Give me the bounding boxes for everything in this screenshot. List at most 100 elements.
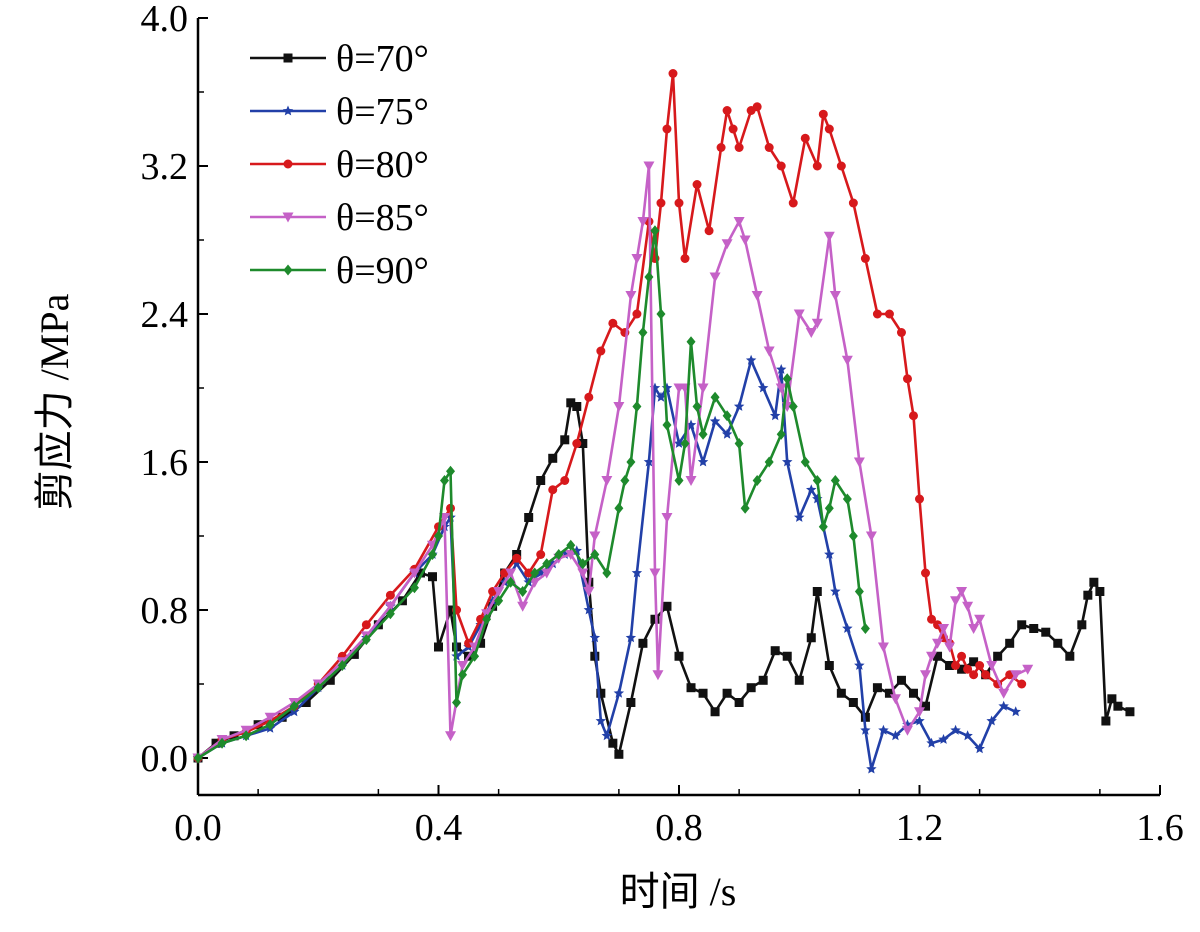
data-point bbox=[812, 161, 822, 171]
data-point bbox=[409, 582, 419, 594]
data-point bbox=[602, 567, 612, 579]
legend: θ=70° θ=75° θ=80° θ=85° θ=90° bbox=[250, 38, 429, 292]
data-point bbox=[920, 670, 932, 681]
data-point bbox=[866, 763, 877, 774]
data-point bbox=[1125, 707, 1135, 717]
data-point bbox=[932, 638, 944, 649]
y-tick-label: 4.0 bbox=[141, 0, 189, 40]
data-point bbox=[518, 586, 528, 597]
data-point bbox=[986, 661, 998, 671]
data-point bbox=[652, 670, 664, 681]
data-point bbox=[613, 402, 625, 412]
data-point bbox=[446, 605, 456, 615]
data-point bbox=[608, 738, 618, 748]
data-point bbox=[698, 428, 708, 440]
data-point bbox=[470, 650, 480, 662]
data-point bbox=[823, 231, 835, 242]
data-point bbox=[193, 752, 203, 764]
data-point bbox=[854, 586, 864, 597]
data-point bbox=[674, 651, 684, 661]
data-point bbox=[476, 638, 486, 648]
data-point bbox=[457, 661, 469, 671]
data-point bbox=[542, 558, 552, 570]
data-point bbox=[655, 391, 667, 402]
legend-item: θ=85° bbox=[250, 197, 429, 239]
data-point bbox=[824, 549, 835, 559]
data-point bbox=[848, 530, 858, 542]
data-point bbox=[661, 513, 673, 523]
data-point bbox=[962, 730, 973, 741]
data-point bbox=[578, 439, 588, 448]
data-point bbox=[536, 550, 546, 559]
data-point bbox=[728, 124, 738, 134]
data-point bbox=[626, 456, 636, 468]
data-point bbox=[673, 438, 685, 448]
y-tick-label: 1.6 bbox=[141, 442, 189, 484]
data-point bbox=[361, 620, 371, 630]
data-point bbox=[962, 601, 974, 612]
x-tick-label: 0.0 bbox=[174, 807, 222, 849]
data-point bbox=[758, 675, 768, 685]
y-axis-label: 剪应力 /MPa bbox=[32, 293, 77, 510]
data-point bbox=[590, 549, 600, 560]
data-point bbox=[824, 502, 834, 514]
series-line bbox=[197, 359, 1017, 771]
data-point bbox=[872, 309, 882, 319]
data-point bbox=[746, 683, 756, 693]
data-point bbox=[282, 105, 294, 116]
data-point bbox=[1017, 679, 1027, 689]
data-point bbox=[776, 364, 787, 374]
data-point bbox=[488, 601, 498, 611]
data-point bbox=[841, 355, 853, 366]
legend-label: θ=80° bbox=[336, 144, 429, 186]
data-point bbox=[998, 700, 1009, 711]
data-point bbox=[806, 484, 817, 495]
data-point bbox=[884, 688, 894, 698]
data-point bbox=[704, 226, 714, 236]
data-point bbox=[963, 664, 973, 674]
data-point bbox=[589, 632, 601, 643]
data-point bbox=[434, 530, 443, 542]
data-point bbox=[848, 698, 858, 707]
data-point bbox=[739, 235, 751, 246]
data-point bbox=[1053, 638, 1063, 648]
data-point bbox=[921, 701, 931, 711]
series-line bbox=[197, 72, 1023, 760]
data-point bbox=[325, 675, 335, 685]
data-point bbox=[812, 587, 822, 596]
data-point bbox=[643, 456, 655, 467]
data-point bbox=[830, 586, 841, 596]
data-point bbox=[1005, 638, 1015, 648]
data-point bbox=[782, 373, 792, 385]
data-point bbox=[697, 383, 709, 394]
data-point bbox=[446, 465, 456, 477]
data-point bbox=[890, 730, 901, 741]
data-point bbox=[740, 502, 750, 514]
data-point bbox=[794, 512, 805, 522]
data-point bbox=[601, 730, 613, 741]
data-point bbox=[283, 159, 293, 169]
data-point bbox=[770, 410, 781, 421]
data-point bbox=[589, 531, 601, 542]
data-point bbox=[493, 587, 505, 597]
data-point bbox=[241, 730, 251, 742]
data-point bbox=[806, 633, 816, 643]
data-point bbox=[583, 587, 595, 597]
data-point bbox=[674, 198, 684, 208]
data-point bbox=[1022, 664, 1034, 675]
data-point bbox=[950, 724, 961, 735]
data-point bbox=[733, 217, 745, 227]
data-point bbox=[536, 476, 546, 485]
data-point bbox=[938, 624, 950, 634]
data-point bbox=[283, 53, 293, 63]
data-point bbox=[896, 675, 906, 685]
data-point bbox=[926, 651, 938, 662]
legend-label: θ=90° bbox=[336, 250, 429, 292]
data-point bbox=[529, 577, 541, 588]
data-point bbox=[788, 198, 798, 208]
data-point bbox=[434, 642, 443, 652]
data-point bbox=[853, 457, 865, 468]
data-point bbox=[812, 493, 823, 504]
